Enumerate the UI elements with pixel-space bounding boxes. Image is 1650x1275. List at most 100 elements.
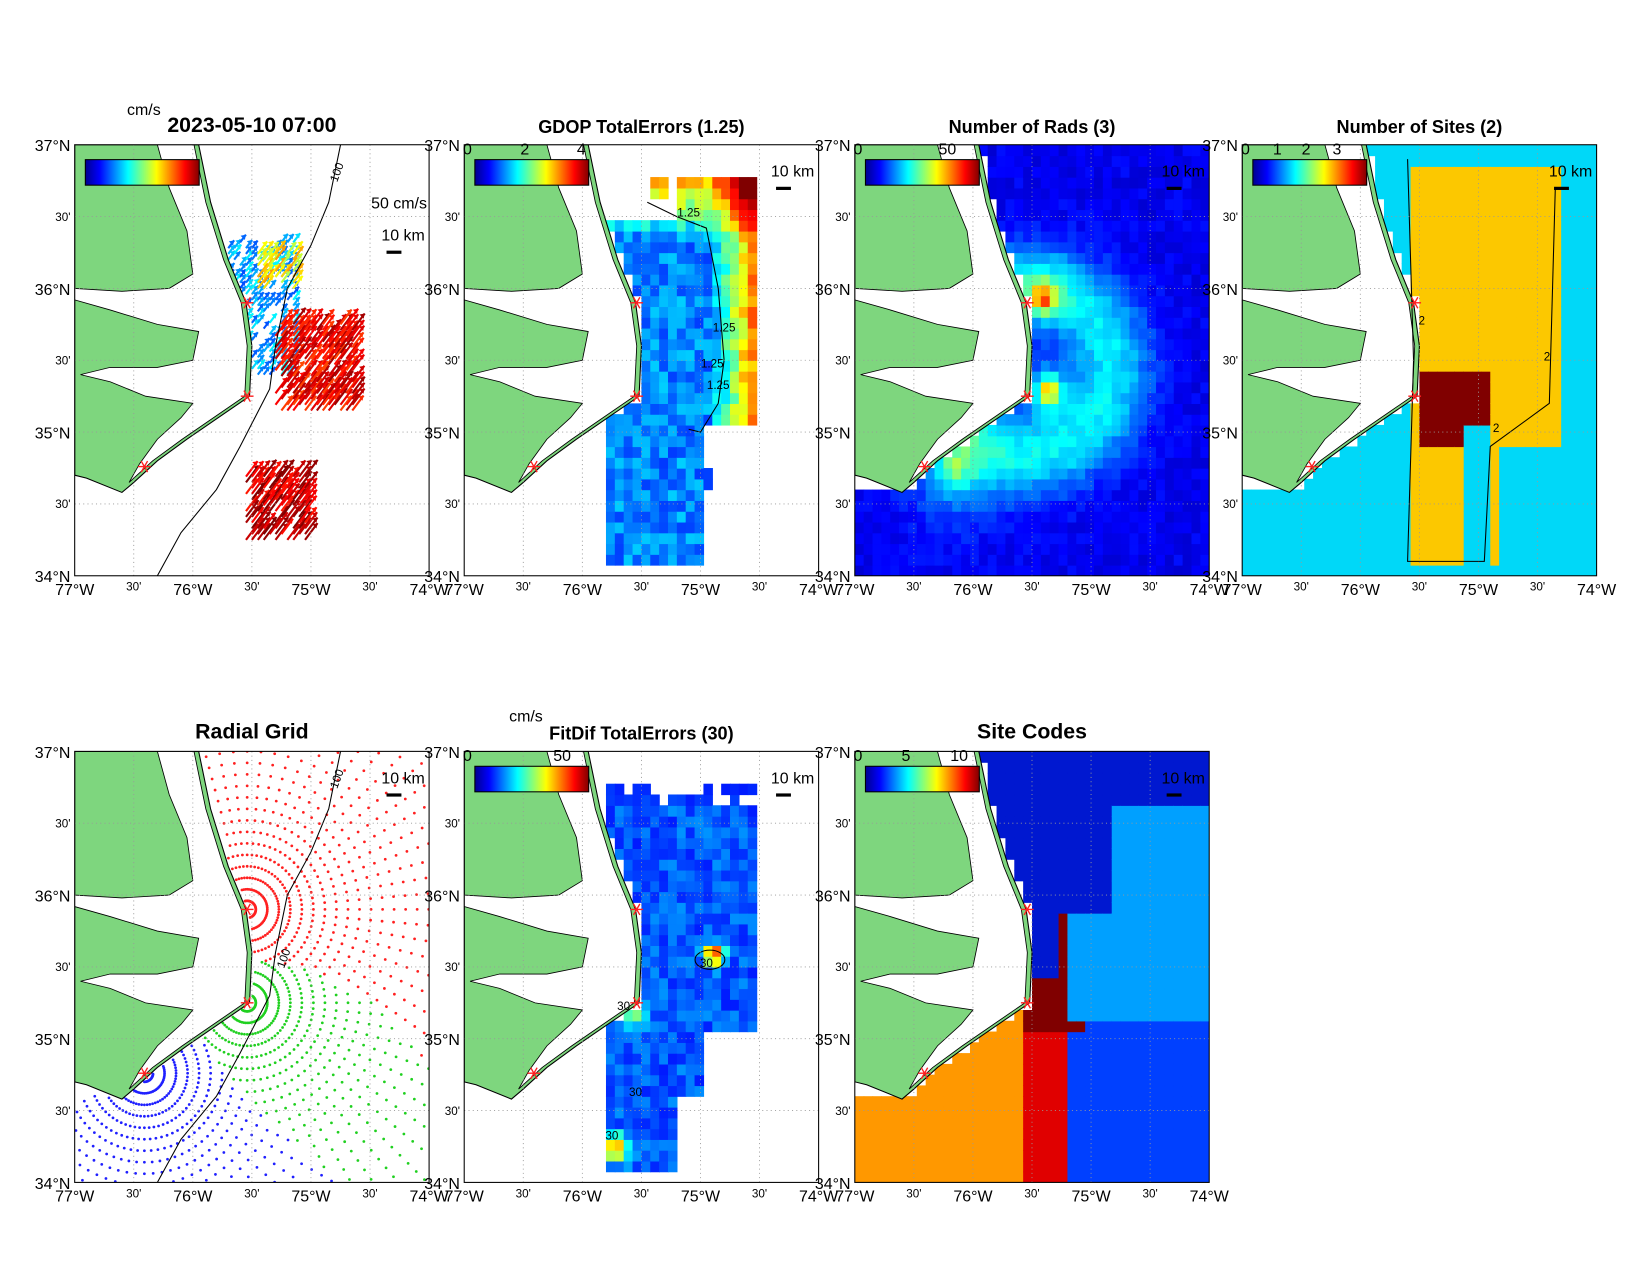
grid-cell	[1507, 446, 1518, 458]
grid-cell	[1173, 564, 1184, 576]
radial-grid-point	[393, 992, 396, 996]
radial-grid-point	[290, 939, 294, 943]
grid-cell	[685, 306, 696, 318]
radial-grid-point	[380, 919, 384, 923]
grid-cell	[1445, 521, 1456, 534]
grid-cell	[623, 543, 634, 555]
grid-cell	[1392, 532, 1403, 545]
grid-cell	[1578, 392, 1589, 404]
radial-grid-point	[283, 766, 287, 770]
grid-cell	[1410, 446, 1421, 458]
grid-cell	[1392, 478, 1403, 491]
grid-cell	[1023, 187, 1033, 200]
radial-grid-point	[384, 1166, 388, 1170]
grid-cell	[1330, 521, 1341, 534]
grid-cell	[1138, 327, 1148, 340]
grid-cell	[1507, 317, 1518, 329]
grid-cell	[1570, 489, 1580, 501]
grid-cell	[694, 532, 705, 545]
grid-cell	[1040, 230, 1051, 243]
grid-cell	[1085, 424, 1095, 437]
grid-cell	[1552, 392, 1562, 404]
grid-cell	[1102, 435, 1113, 448]
grid-cell	[1313, 489, 1323, 501]
grid-cell	[1200, 360, 1210, 372]
radial-grid-point	[168, 1089, 172, 1093]
grid-cell	[1348, 468, 1359, 480]
radial-grid-point	[293, 1028, 296, 1032]
grid-cell	[1005, 457, 1015, 469]
grid-cell	[1419, 468, 1429, 480]
grid-cell	[1040, 424, 1051, 437]
scale-label: 10 km	[1161, 164, 1204, 181]
grid-cell	[1164, 371, 1175, 383]
radial-grid-point	[221, 1021, 225, 1025]
radial-grid-point	[322, 1014, 326, 1018]
radial-grid-point	[318, 1087, 321, 1091]
radial-grid-point	[383, 829, 386, 832]
grid-cell	[1173, 317, 1184, 329]
grid-cell	[738, 187, 749, 200]
grid-cell	[738, 317, 749, 329]
grid-cell	[1525, 166, 1536, 178]
grid-cell	[730, 349, 740, 361]
grid-cell	[1552, 511, 1562, 523]
radial-grid-point	[303, 1069, 306, 1073]
grid-cell	[1454, 327, 1465, 340]
grid-cell	[1032, 446, 1042, 458]
grid-cell	[1472, 554, 1483, 566]
radial-grid-point	[314, 1058, 317, 1062]
grid-cell	[1138, 241, 1148, 254]
grid-cell	[1428, 521, 1438, 534]
grid-cell	[1578, 424, 1589, 437]
radial-grid-point	[220, 763, 224, 767]
radial-grid-point	[353, 846, 356, 850]
grid-cell	[605, 446, 616, 458]
grid-cell	[1578, 381, 1589, 394]
grid-cell	[1200, 209, 1210, 221]
grid-cell	[1587, 532, 1597, 545]
grid-cell	[1507, 435, 1518, 448]
grid-cell	[1049, 177, 1060, 189]
grid-cell	[1437, 543, 1447, 555]
grid-cell	[1525, 532, 1536, 545]
radial-grid-point	[174, 1077, 177, 1081]
grid-cell	[1552, 489, 1562, 501]
grid-cell	[1120, 392, 1131, 404]
grid-cell	[1111, 230, 1122, 243]
grid-cell	[1120, 371, 1131, 383]
vector-head	[275, 292, 282, 298]
grid-cell	[1578, 489, 1589, 501]
radial-grid-point	[215, 1031, 218, 1035]
grid-cell	[1111, 532, 1122, 545]
grid-cell	[1481, 435, 1491, 448]
grid-cell	[1313, 543, 1323, 555]
grid-cell	[1259, 521, 1270, 534]
grid-cell	[1147, 564, 1157, 576]
grid-cell	[694, 209, 705, 221]
radial-grid-point	[323, 994, 327, 998]
grid-cell	[1129, 155, 1139, 167]
grid-cell	[650, 327, 660, 340]
radial-grid-point	[172, 1061, 176, 1064]
grid-cell	[1094, 478, 1104, 491]
lon-tick-label: 74°W	[409, 582, 448, 599]
radial-grid-point	[78, 1163, 82, 1167]
grid-cell	[1428, 360, 1438, 372]
grid-cell	[1419, 284, 1429, 297]
grid-cell	[1058, 392, 1069, 404]
grid-cell	[952, 457, 962, 469]
grid-cell	[1120, 327, 1131, 340]
grid-cell	[659, 424, 669, 437]
grid-cell	[1102, 468, 1113, 480]
radial-grid-point	[311, 913, 315, 917]
grid-cell	[712, 177, 722, 189]
grid-cell	[1173, 338, 1184, 351]
grid-cell	[685, 284, 696, 297]
grid-cell	[1516, 532, 1527, 545]
grid-cell	[987, 564, 998, 576]
grid-cell	[632, 252, 643, 264]
grid-cell	[1191, 144, 1201, 157]
grid-cell	[1156, 166, 1166, 178]
grid-cell	[1120, 468, 1131, 480]
